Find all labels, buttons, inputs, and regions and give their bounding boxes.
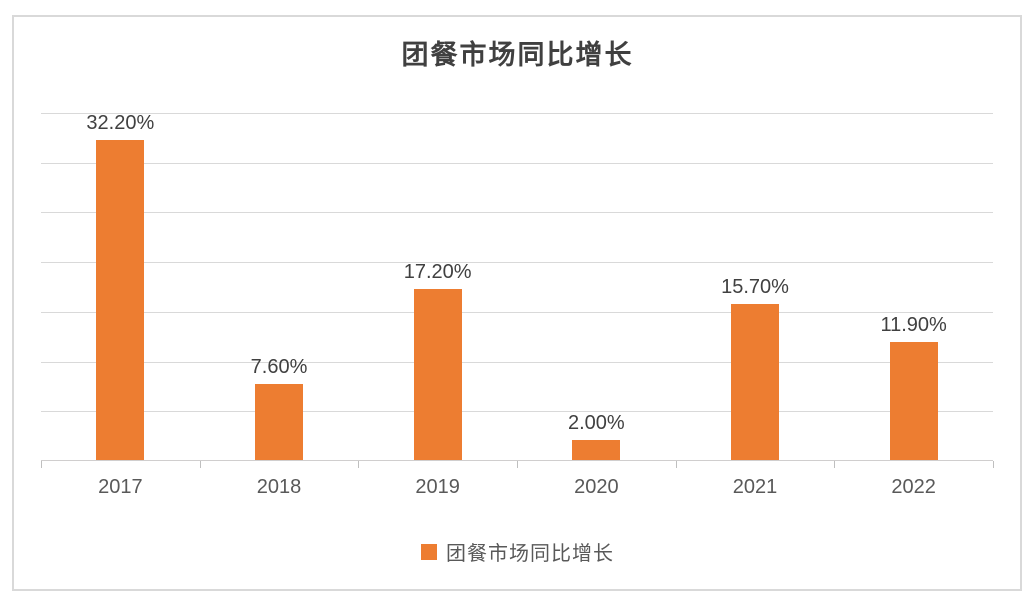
bar-2019 (414, 289, 462, 460)
legend-label: 团餐市场同比增长 (446, 543, 614, 565)
bar-value-label: 11.90% (880, 314, 947, 336)
x-axis-label: 2018 (256, 476, 302, 498)
bar-value-label: 7.60% (250, 356, 308, 378)
gridline (41, 311, 993, 313)
legend: 团餐市场同比增长 (0, 537, 1035, 566)
gridline (41, 113, 993, 114)
chart-title: 团餐市场同比增长 (401, 40, 634, 70)
x-axis-label: 2021 (732, 476, 778, 498)
bar-2020 (572, 440, 620, 460)
gridline (41, 411, 993, 413)
gridline (41, 262, 993, 264)
plot-area: 32.20% 2017 7.60% 2018 17.20% 2019 2.00% 2020 15… (41, 112, 994, 498)
bar-2017 (96, 140, 144, 460)
gridline (41, 162, 993, 164)
legend-swatch-icon (421, 543, 437, 560)
axis-tick (358, 461, 359, 468)
axis-tick (517, 461, 518, 468)
bar-2021 (731, 304, 779, 460)
chart-frame (12, 15, 1022, 591)
gridline (41, 212, 993, 214)
axis-tick (676, 461, 677, 468)
axis-tick (41, 461, 42, 468)
bar-value-label: 32.20% (86, 112, 155, 134)
axis-tick (200, 461, 201, 468)
bar-value-label: 17.20% (403, 261, 472, 283)
gridline (41, 361, 993, 363)
bar-value-label: 15.70% (721, 276, 789, 298)
x-axis-line (41, 460, 993, 461)
x-axis-label: 2022 (891, 476, 936, 498)
axis-tick (834, 461, 835, 468)
bar-value-label: 2.00% (567, 412, 625, 434)
bar-2018 (255, 384, 303, 460)
x-axis-label: 2019 (415, 476, 460, 498)
x-axis-label: 2017 (98, 476, 143, 498)
bar-2022 (890, 342, 938, 460)
x-axis-label: 2020 (574, 476, 619, 498)
axis-tick (993, 461, 994, 468)
